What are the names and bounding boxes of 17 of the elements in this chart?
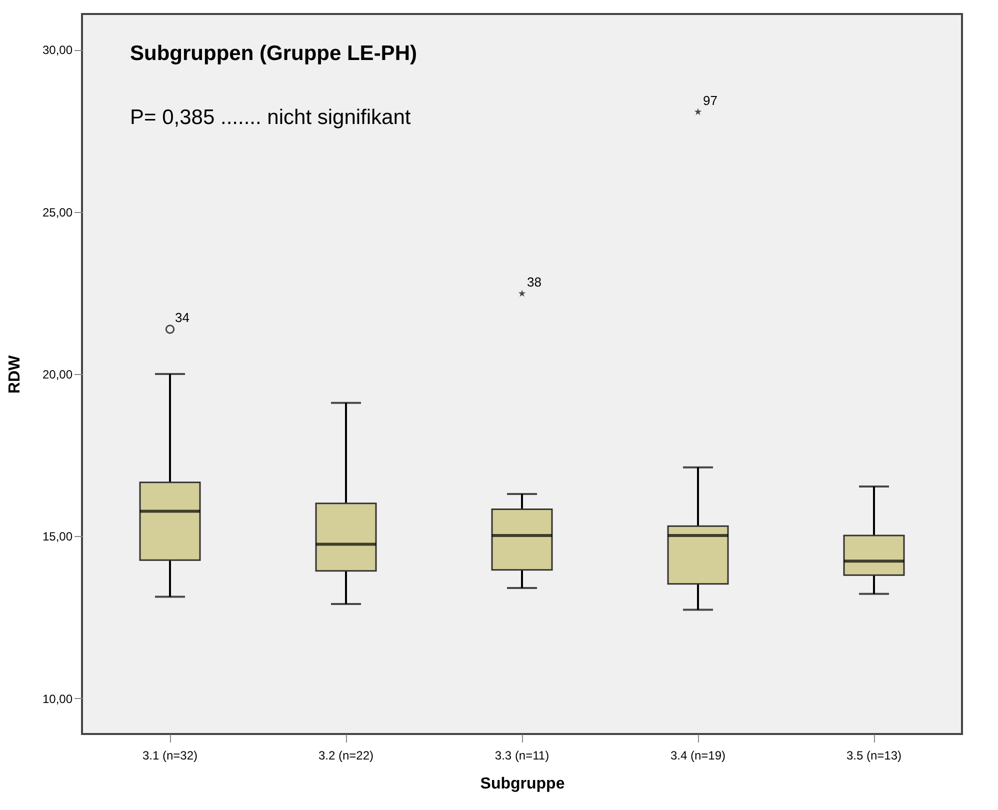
y-tick-label: 15,00 [42, 530, 73, 544]
y-axis-title: RDW [6, 354, 24, 394]
annotation: 38 [527, 274, 542, 290]
x-tick-label: 3.3 (n=11) [494, 748, 550, 762]
text: Subgruppen (Gruppe LE-PH) [130, 42, 417, 65]
y-tick-label: 10,00 [42, 692, 73, 706]
x-tick-label: 3.5 (n=13) [846, 748, 902, 762]
y-tick-label: 20,00 [42, 368, 73, 382]
x-axis-title: Subgruppe [480, 776, 565, 792]
y-tick-label: 30,00 [42, 43, 73, 58]
text: P= 0,385 ....... nicht signifikant [130, 106, 411, 129]
annotation: 97 [703, 92, 718, 108]
x-tick-label: 3.1 (n=32) [142, 748, 198, 762]
annotation: 34 [175, 310, 190, 326]
x-tick-label: 3.2 (n=22) [318, 748, 374, 762]
y-tick-label: 25,00 [42, 205, 73, 220]
x-tick-label: 3.4 (n=19) [670, 748, 726, 762]
